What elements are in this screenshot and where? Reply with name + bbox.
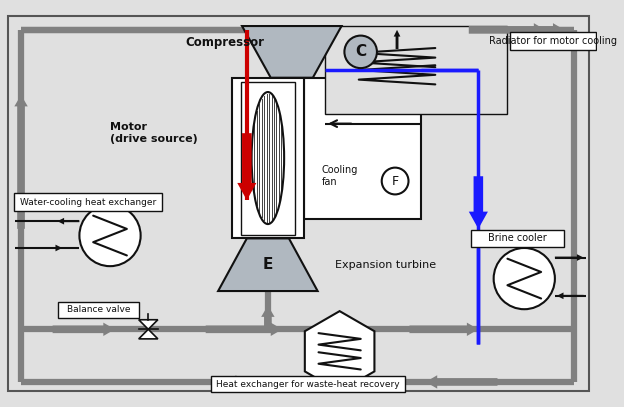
Text: C: C — [355, 44, 366, 59]
Circle shape — [344, 35, 377, 68]
Text: Balance valve: Balance valve — [67, 305, 130, 314]
Text: Compressor: Compressor — [185, 35, 265, 48]
Polygon shape — [206, 323, 282, 336]
Polygon shape — [555, 254, 583, 261]
FancyBboxPatch shape — [510, 32, 596, 50]
Text: Cooling
fan: Cooling fan — [321, 165, 358, 187]
Polygon shape — [394, 30, 401, 49]
Polygon shape — [557, 293, 583, 299]
Polygon shape — [469, 176, 488, 229]
Polygon shape — [426, 375, 497, 389]
Polygon shape — [38, 245, 62, 252]
FancyBboxPatch shape — [241, 81, 295, 234]
Circle shape — [494, 248, 555, 309]
Circle shape — [79, 205, 140, 266]
Polygon shape — [261, 305, 275, 329]
Polygon shape — [139, 329, 158, 339]
FancyBboxPatch shape — [59, 302, 139, 318]
Polygon shape — [536, 23, 565, 37]
Polygon shape — [305, 311, 374, 392]
Polygon shape — [139, 320, 158, 329]
Polygon shape — [218, 239, 318, 291]
Polygon shape — [242, 26, 341, 78]
Polygon shape — [57, 218, 79, 225]
Polygon shape — [409, 323, 479, 336]
Polygon shape — [52, 323, 115, 336]
Text: Motor
(drive source): Motor (drive source) — [110, 123, 198, 144]
Text: E: E — [263, 257, 273, 272]
Text: F: F — [391, 175, 399, 188]
Text: Heat exchanger for waste-heat recovery: Heat exchanger for waste-heat recovery — [217, 380, 400, 389]
Text: Brine cooler: Brine cooler — [488, 234, 547, 243]
FancyBboxPatch shape — [325, 26, 507, 114]
FancyBboxPatch shape — [7, 16, 589, 391]
FancyBboxPatch shape — [212, 376, 405, 392]
Polygon shape — [469, 23, 545, 37]
Polygon shape — [14, 95, 27, 229]
Polygon shape — [225, 375, 296, 389]
Polygon shape — [237, 133, 256, 200]
Ellipse shape — [251, 92, 284, 224]
FancyBboxPatch shape — [232, 78, 305, 239]
Text: Water-cooling heat exchanger: Water-cooling heat exchanger — [20, 197, 156, 207]
FancyBboxPatch shape — [14, 193, 162, 211]
FancyBboxPatch shape — [470, 230, 565, 247]
FancyBboxPatch shape — [305, 78, 421, 219]
Text: Expansion turbine: Expansion turbine — [335, 260, 436, 270]
Circle shape — [382, 168, 409, 195]
Text: Radiator for motor cooling: Radiator for motor cooling — [489, 36, 617, 46]
